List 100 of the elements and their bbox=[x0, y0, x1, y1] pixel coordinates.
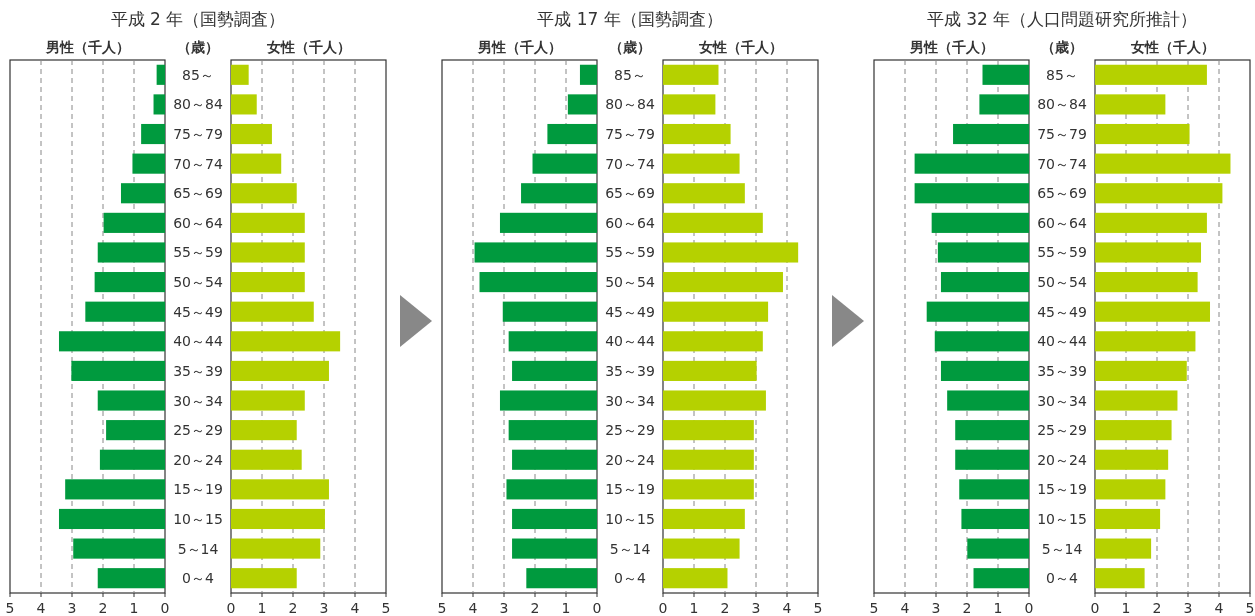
bar bbox=[73, 538, 165, 559]
bar bbox=[231, 301, 314, 322]
bar bbox=[663, 183, 745, 204]
y-tick-label: 55～59 bbox=[1037, 244, 1087, 261]
x-tick-label: 1 bbox=[1121, 600, 1131, 616]
y-tick-label: 0～4 bbox=[1046, 570, 1078, 587]
chart-title: 平成 32 年（人口問題研究所推計） bbox=[926, 9, 1198, 29]
x-tick-label: 2 bbox=[288, 600, 298, 616]
y-tick-label: 45～49 bbox=[605, 303, 655, 320]
x-tick-label: 0 bbox=[1024, 600, 1034, 616]
bar bbox=[58, 331, 165, 352]
x-tick-label: 4 bbox=[36, 600, 46, 616]
bar bbox=[967, 538, 1029, 559]
chart-subtitle: 男性（千人） bbox=[908, 39, 994, 55]
y-tick-label: 50～54 bbox=[1037, 274, 1087, 291]
bar bbox=[474, 242, 597, 263]
bar bbox=[663, 538, 740, 559]
bar bbox=[231, 479, 329, 500]
x-tick-label: 0 bbox=[160, 600, 170, 616]
x-tick-label: 0 bbox=[658, 600, 668, 616]
bar bbox=[231, 94, 257, 115]
y-tick-label: 5～14 bbox=[1041, 540, 1083, 557]
x-tick-label: 2 bbox=[1152, 600, 1162, 616]
bar bbox=[132, 153, 165, 174]
bar bbox=[1095, 64, 1207, 85]
bar bbox=[663, 449, 754, 470]
x-tick-label: 2 bbox=[720, 600, 730, 616]
bar bbox=[955, 449, 1029, 470]
x-tick-label: 3 bbox=[67, 600, 77, 616]
bar bbox=[934, 331, 1029, 352]
bar bbox=[926, 301, 1029, 322]
bar bbox=[961, 508, 1029, 530]
bar bbox=[231, 449, 302, 470]
x-tick-label: 0 bbox=[592, 600, 602, 616]
bar bbox=[940, 272, 1029, 293]
bar bbox=[508, 420, 597, 441]
y-tick-label: 5～14 bbox=[609, 540, 651, 557]
y-tick-label: 15～19 bbox=[605, 481, 655, 498]
bar bbox=[512, 360, 597, 381]
x-tick-label: 3 bbox=[499, 600, 509, 616]
y-tick-label: 80～84 bbox=[605, 96, 655, 113]
x-tick-label: 4 bbox=[468, 600, 478, 616]
bar bbox=[1095, 242, 1202, 263]
y-tick-label: 55～59 bbox=[605, 244, 655, 261]
bar bbox=[931, 212, 1029, 233]
bar bbox=[479, 272, 597, 293]
bar bbox=[1095, 568, 1145, 589]
bar bbox=[231, 568, 297, 589]
bar bbox=[1095, 449, 1169, 470]
bar bbox=[1095, 272, 1198, 293]
bar bbox=[512, 449, 597, 470]
x-tick-label: 5 bbox=[1245, 600, 1255, 616]
bar bbox=[1095, 420, 1172, 441]
bar bbox=[153, 94, 165, 115]
y-tick-label: 50～54 bbox=[173, 274, 223, 291]
y-tick-label: 60～64 bbox=[605, 214, 655, 231]
bar bbox=[231, 153, 282, 174]
y-tick-label: 80～84 bbox=[173, 96, 223, 113]
bar bbox=[506, 479, 597, 500]
bar bbox=[567, 94, 597, 115]
bar bbox=[982, 64, 1029, 85]
bar bbox=[663, 360, 757, 381]
bar bbox=[512, 538, 597, 559]
bar bbox=[231, 538, 321, 559]
bar bbox=[663, 64, 719, 85]
y-tick-label: 0～4 bbox=[614, 570, 646, 587]
y-tick-label: 40～44 bbox=[173, 333, 223, 350]
y-tick-label: 0～4 bbox=[182, 570, 214, 587]
bar bbox=[231, 360, 329, 381]
x-tick-label: 5 bbox=[813, 600, 823, 616]
x-tick-label: 1 bbox=[129, 600, 139, 616]
bar bbox=[58, 508, 165, 530]
bar bbox=[120, 183, 165, 204]
bar bbox=[1095, 212, 1207, 233]
y-tick-label: 20～24 bbox=[1037, 451, 1087, 468]
bar bbox=[979, 94, 1029, 115]
bar bbox=[231, 508, 325, 530]
bar bbox=[85, 301, 165, 322]
bar bbox=[502, 301, 597, 322]
x-tick-label: 2 bbox=[530, 600, 540, 616]
y-tick-label: 45～49 bbox=[173, 303, 223, 320]
bar bbox=[663, 420, 754, 441]
y-tick-label: 70～74 bbox=[605, 155, 655, 172]
bar bbox=[663, 331, 763, 352]
y-tick-label: 85～ bbox=[182, 66, 214, 83]
bar bbox=[1095, 301, 1211, 322]
y-tick-label: 20～24 bbox=[173, 451, 223, 468]
x-tick-label: 5 bbox=[5, 600, 15, 616]
bar bbox=[231, 331, 341, 352]
y-tick-label: 30～34 bbox=[173, 392, 223, 409]
bar bbox=[914, 153, 1029, 174]
y-tick-label: 85～ bbox=[1046, 66, 1078, 83]
bar bbox=[99, 449, 165, 470]
bar bbox=[973, 568, 1029, 589]
bar bbox=[1095, 538, 1152, 559]
y-tick-label: 75～79 bbox=[1037, 126, 1087, 143]
bar bbox=[231, 390, 305, 411]
x-tick-label: 5 bbox=[869, 600, 879, 616]
bar bbox=[71, 360, 165, 381]
bar bbox=[532, 153, 597, 174]
